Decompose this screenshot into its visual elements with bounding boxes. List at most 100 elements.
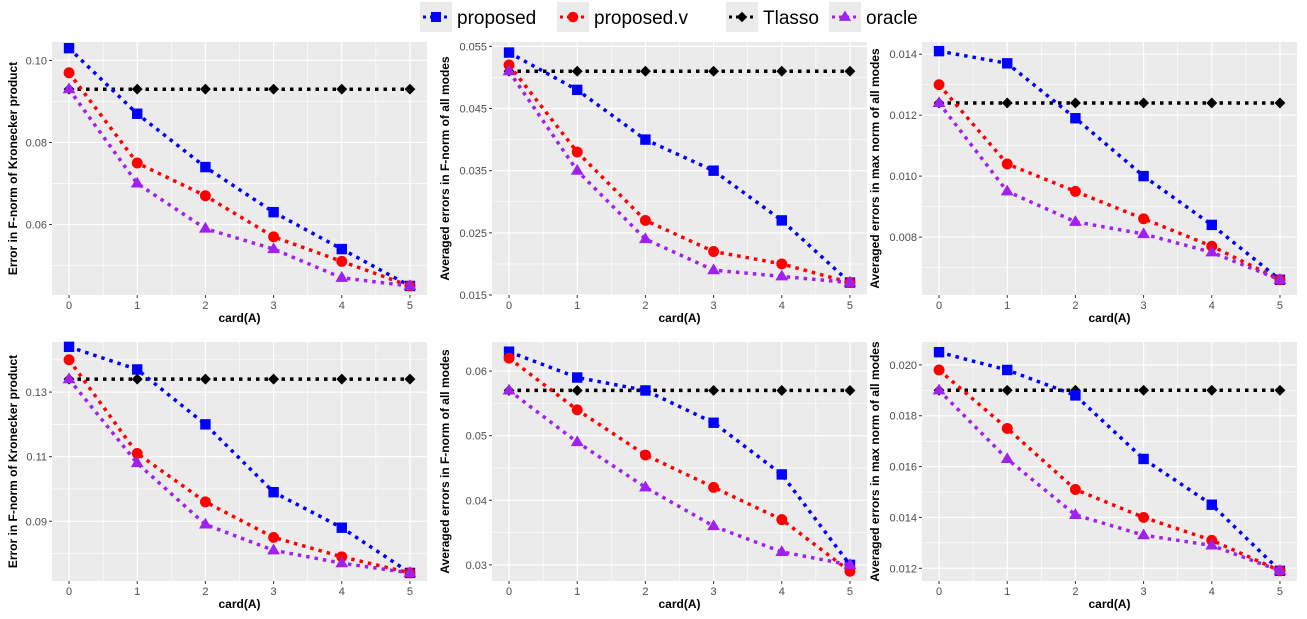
data-point (1069, 185, 1081, 197)
data-point (268, 486, 279, 498)
data-point (775, 545, 789, 556)
data-point (403, 566, 417, 577)
data-point (132, 108, 143, 119)
y-tick-label: 0.012 (889, 110, 917, 122)
series-oracle (62, 82, 417, 291)
x-tick-label: 2 (1072, 300, 1078, 312)
series-line (507, 389, 851, 567)
x-tick-label: 0 (66, 586, 72, 598)
x-tick-label: 2 (202, 300, 208, 312)
data-point (776, 258, 788, 270)
data-point (335, 271, 349, 282)
chart-panel-1: 0.06 0.08 0.10 0 1 2 3 4 5 card(A) Error in F-norm… (6, 42, 427, 325)
data-point (776, 65, 788, 77)
legend-entry-Tlasso: Tlasso (726, 2, 819, 32)
data-point (1069, 97, 1081, 109)
data-point (1002, 364, 1013, 376)
series-line (508, 350, 852, 566)
x-tick-label: 1 (574, 586, 580, 598)
data-point (336, 243, 347, 255)
x-tick-label: 5 (407, 586, 413, 598)
data-point (640, 134, 651, 145)
data-point (843, 558, 857, 569)
y-tick-label: 0.05 (466, 431, 487, 443)
x-tick-label: 5 (1277, 586, 1283, 598)
data-point (200, 419, 211, 430)
data-point (1206, 384, 1218, 396)
data-point (336, 83, 348, 95)
series-oracle (62, 372, 417, 577)
y-tick-label: 0.04 (466, 495, 487, 507)
series-line (507, 356, 852, 573)
x-axis-title: card(A) (218, 597, 260, 611)
data-point (640, 385, 651, 396)
data-point (1138, 384, 1150, 396)
x-tick-label: 1 (574, 300, 580, 312)
data-point (708, 165, 719, 176)
x-tick-label: 3 (271, 586, 277, 598)
data-point (639, 214, 651, 226)
data-point (502, 383, 516, 395)
x-tick-label: 5 (847, 586, 853, 598)
data-point (933, 45, 945, 57)
data-point (776, 469, 787, 480)
data-point (1001, 422, 1013, 434)
data-point (1000, 184, 1014, 196)
x-tick-label: 3 (711, 300, 717, 312)
x-tick-label: 2 (202, 586, 208, 598)
series-proposed.v (63, 67, 416, 292)
data-point (639, 65, 651, 77)
data-point (1070, 113, 1081, 124)
data-point (707, 263, 721, 275)
series-proposed.v (933, 364, 1286, 577)
x-axis-title: card(A) (1088, 311, 1130, 325)
data-point (63, 67, 75, 79)
y-tick-label: 0.08 (26, 137, 47, 149)
y-tick-label: 0.055 (459, 41, 487, 53)
series-oracle (932, 383, 1287, 575)
legend-key-marker (431, 12, 441, 22)
data-point (131, 83, 143, 95)
data-point (1206, 499, 1217, 510)
data-point (638, 480, 652, 492)
data-point (707, 519, 721, 531)
data-point (639, 449, 651, 461)
x-tick-label: 0 (936, 586, 942, 598)
data-point (199, 373, 211, 385)
y-tick-label: 0.020 (889, 360, 917, 372)
x-tick-label: 2 (642, 586, 648, 598)
data-point (1274, 384, 1286, 396)
data-point (1205, 245, 1219, 257)
y-tick-label: 0.035 (459, 166, 487, 178)
y-axis-title: Averaged errors in F-norm of all modes (438, 349, 452, 574)
data-point (776, 514, 788, 526)
data-point (199, 190, 211, 202)
data-point (336, 373, 348, 385)
x-tick-label: 5 (1277, 300, 1283, 312)
data-point (503, 47, 515, 58)
y-tick-label: 0.06 (26, 219, 47, 231)
x-axis-title: card(A) (658, 597, 700, 611)
x-tick-label: 0 (936, 300, 942, 312)
data-point (932, 383, 946, 395)
series-line (68, 345, 411, 575)
data-point (63, 354, 75, 366)
x-tick-label: 3 (1141, 586, 1147, 598)
data-point (199, 496, 211, 508)
data-point (708, 417, 719, 428)
data-point (638, 232, 652, 244)
data-point (131, 447, 143, 459)
data-point (572, 84, 583, 96)
series-line (937, 83, 1281, 282)
data-point (1001, 384, 1013, 396)
y-tick-label: 0.016 (889, 462, 917, 474)
data-point (1068, 508, 1082, 519)
data-point (404, 373, 416, 385)
data-point (1205, 538, 1219, 550)
data-point (708, 246, 720, 257)
data-point (1206, 97, 1218, 109)
data-point (1273, 564, 1287, 575)
data-point (503, 352, 515, 364)
data-point (131, 373, 143, 385)
legend-key-marker (567, 11, 579, 23)
